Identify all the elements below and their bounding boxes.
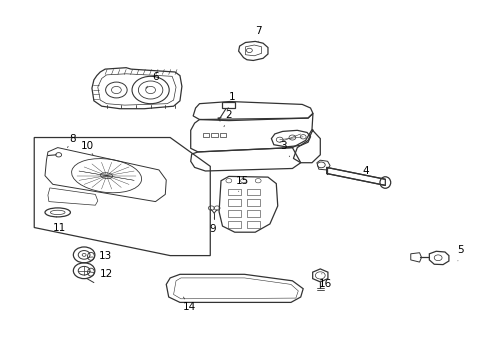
Bar	[203, 133, 209, 137]
Text: 7: 7	[254, 26, 261, 41]
Bar	[227, 199, 240, 206]
Bar	[247, 221, 260, 228]
Text: 8: 8	[67, 134, 76, 148]
Bar	[227, 189, 240, 195]
Text: 14: 14	[183, 297, 196, 312]
Text: 15: 15	[235, 176, 248, 192]
Bar	[247, 210, 260, 217]
Bar	[247, 199, 260, 206]
Text: 3: 3	[280, 141, 289, 157]
Text: 13: 13	[88, 251, 112, 261]
Text: 6: 6	[145, 72, 159, 88]
Bar	[222, 102, 234, 108]
Bar	[220, 133, 226, 137]
Text: 10: 10	[81, 141, 93, 155]
Text: 2: 2	[224, 110, 232, 127]
Text: 12: 12	[90, 269, 113, 279]
Text: 4: 4	[356, 166, 368, 180]
Bar	[227, 210, 240, 217]
Text: 9: 9	[209, 218, 216, 234]
Text: 11: 11	[53, 217, 66, 233]
Bar	[211, 133, 217, 137]
Bar	[227, 221, 240, 228]
Text: 1: 1	[227, 92, 235, 110]
Text: 16: 16	[318, 274, 331, 289]
Text: 5: 5	[456, 245, 463, 261]
Bar	[247, 189, 260, 195]
